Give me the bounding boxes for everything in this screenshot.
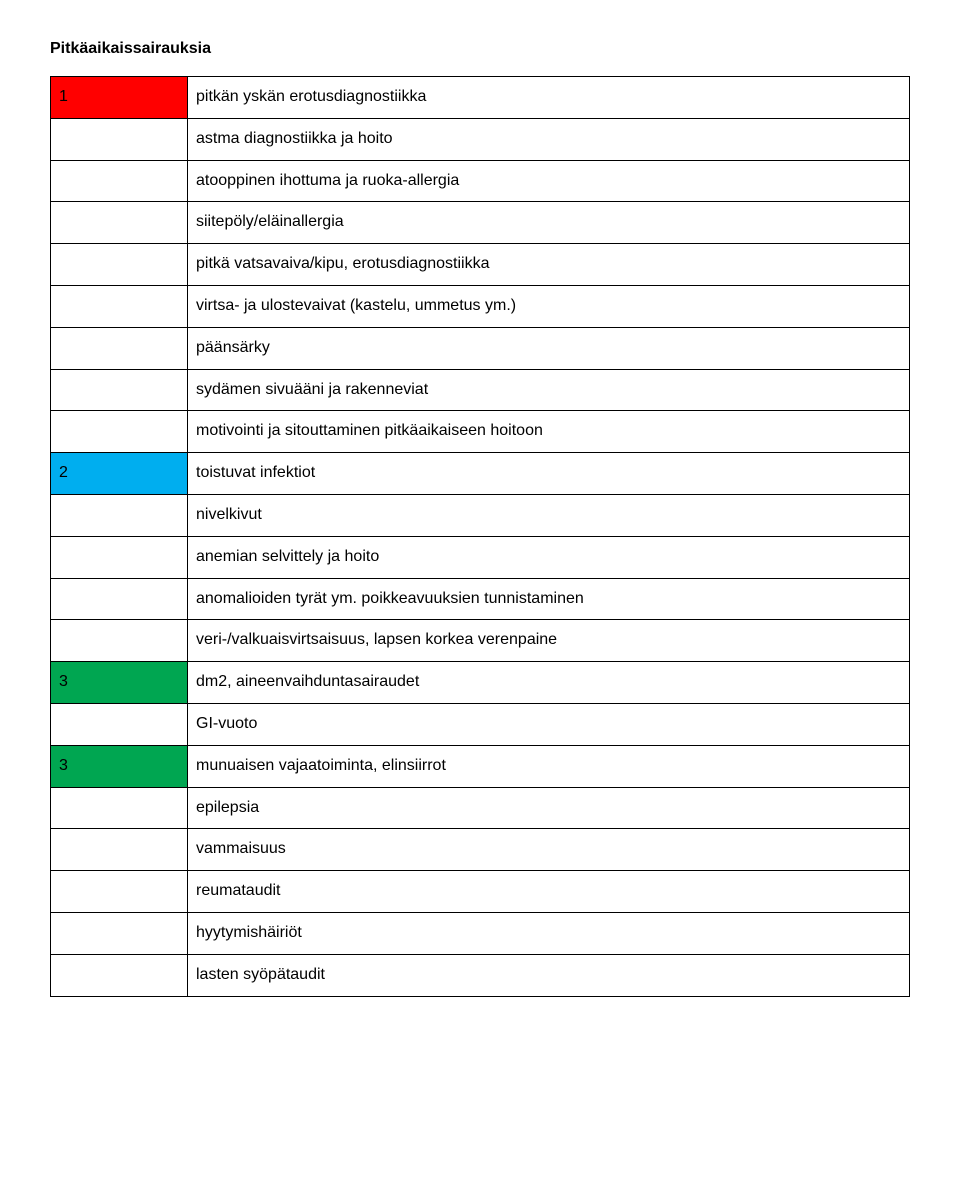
table-row: vammaisuus (51, 829, 910, 871)
description-cell: nivelkivut (188, 494, 910, 536)
description-cell: reumataudit (188, 871, 910, 913)
table-row: 3munuaisen vajaatoiminta, elinsiirrot (51, 745, 910, 787)
page: Pitkäaikaissairauksia 1pitkän yskän erot… (0, 0, 960, 1047)
priority-cell (51, 202, 188, 244)
table-row: 2toistuvat infektiot (51, 453, 910, 495)
description-cell: veri-/valkuaisvirtsaisuus, lapsen korkea… (188, 620, 910, 662)
priority-cell (51, 912, 188, 954)
priority-cell (51, 954, 188, 996)
description-cell: sydämen sivuääni ja rakenneviat (188, 369, 910, 411)
priority-cell: 3 (51, 745, 188, 787)
table-row: veri-/valkuaisvirtsaisuus, lapsen korkea… (51, 620, 910, 662)
table-body: 1pitkän yskän erotusdiagnostiikkaastma d… (51, 77, 910, 997)
description-cell: lasten syöpätaudit (188, 954, 910, 996)
priority-cell (51, 118, 188, 160)
table-row: GI-vuoto (51, 703, 910, 745)
table-row: atooppinen ihottuma ja ruoka-allergia (51, 160, 910, 202)
table-row: nivelkivut (51, 494, 910, 536)
description-cell: anomalioiden tyrät ym. poikkeavuuksien t… (188, 578, 910, 620)
priority-cell (51, 703, 188, 745)
description-cell: munuaisen vajaatoiminta, elinsiirrot (188, 745, 910, 787)
description-cell: astma diagnostiikka ja hoito (188, 118, 910, 160)
table-row: virtsa- ja ulostevaivat (kastelu, ummetu… (51, 285, 910, 327)
table-row: siitepöly/eläinallergia (51, 202, 910, 244)
priority-cell: 3 (51, 662, 188, 704)
table-row: astma diagnostiikka ja hoito (51, 118, 910, 160)
priority-cell (51, 327, 188, 369)
description-cell: atooppinen ihottuma ja ruoka-allergia (188, 160, 910, 202)
description-cell: dm2, aineenvaihduntasairaudet (188, 662, 910, 704)
priority-cell (51, 411, 188, 453)
priority-cell (51, 285, 188, 327)
table-row: päänsärky (51, 327, 910, 369)
description-cell: motivointi ja sitouttaminen pitkäaikaise… (188, 411, 910, 453)
table-row: anemian selvittely ja hoito (51, 536, 910, 578)
priority-cell: 1 (51, 77, 188, 119)
priority-cell (51, 620, 188, 662)
priority-cell (51, 244, 188, 286)
priority-cell (51, 578, 188, 620)
description-cell: siitepöly/eläinallergia (188, 202, 910, 244)
table-row: hyytymishäiriöt (51, 912, 910, 954)
description-cell: toistuvat infektiot (188, 453, 910, 495)
description-cell: hyytymishäiriöt (188, 912, 910, 954)
table-row: sydämen sivuääni ja rakenneviat (51, 369, 910, 411)
table-row: anomalioiden tyrät ym. poikkeavuuksien t… (51, 578, 910, 620)
priority-cell (51, 494, 188, 536)
table-row: reumataudit (51, 871, 910, 913)
priority-cell (51, 829, 188, 871)
diagnosis-table: 1pitkän yskän erotusdiagnostiikkaastma d… (50, 76, 910, 997)
description-cell: päänsärky (188, 327, 910, 369)
table-row: lasten syöpätaudit (51, 954, 910, 996)
table-row: motivointi ja sitouttaminen pitkäaikaise… (51, 411, 910, 453)
table-row: 3dm2, aineenvaihduntasairaudet (51, 662, 910, 704)
description-cell: virtsa- ja ulostevaivat (kastelu, ummetu… (188, 285, 910, 327)
priority-cell (51, 369, 188, 411)
description-cell: pitkä vatsavaiva/kipu, erotusdiagnostiik… (188, 244, 910, 286)
description-cell: GI-vuoto (188, 703, 910, 745)
table-row: 1pitkän yskän erotusdiagnostiikka (51, 77, 910, 119)
table-row: epilepsia (51, 787, 910, 829)
priority-cell: 2 (51, 453, 188, 495)
description-cell: anemian selvittely ja hoito (188, 536, 910, 578)
priority-cell (51, 536, 188, 578)
priority-cell (51, 160, 188, 202)
description-cell: vammaisuus (188, 829, 910, 871)
description-cell: pitkän yskän erotusdiagnostiikka (188, 77, 910, 119)
priority-cell (51, 787, 188, 829)
priority-cell (51, 871, 188, 913)
page-title: Pitkäaikaissairauksia (50, 40, 910, 58)
table-row: pitkä vatsavaiva/kipu, erotusdiagnostiik… (51, 244, 910, 286)
description-cell: epilepsia (188, 787, 910, 829)
